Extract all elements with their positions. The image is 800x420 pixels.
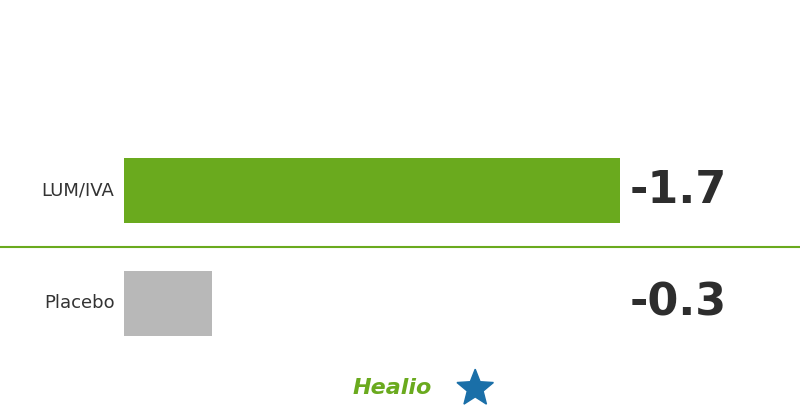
Bar — [124, 271, 211, 336]
Text: Mean absolute change in MRI global score from: Mean absolute change in MRI global score… — [129, 30, 671, 49]
Text: -1.7: -1.7 — [630, 169, 727, 212]
Bar — [124, 158, 620, 223]
Text: LUM/IVA: LUM/IVA — [42, 182, 114, 200]
Polygon shape — [457, 369, 494, 404]
Text: baseline to week 48 in children aged 2 to 5 years:: baseline to week 48 in children aged 2 t… — [115, 78, 685, 97]
Text: -0.3: -0.3 — [630, 282, 726, 325]
Text: Placebo: Placebo — [44, 294, 114, 312]
Text: Healio: Healio — [352, 378, 432, 399]
